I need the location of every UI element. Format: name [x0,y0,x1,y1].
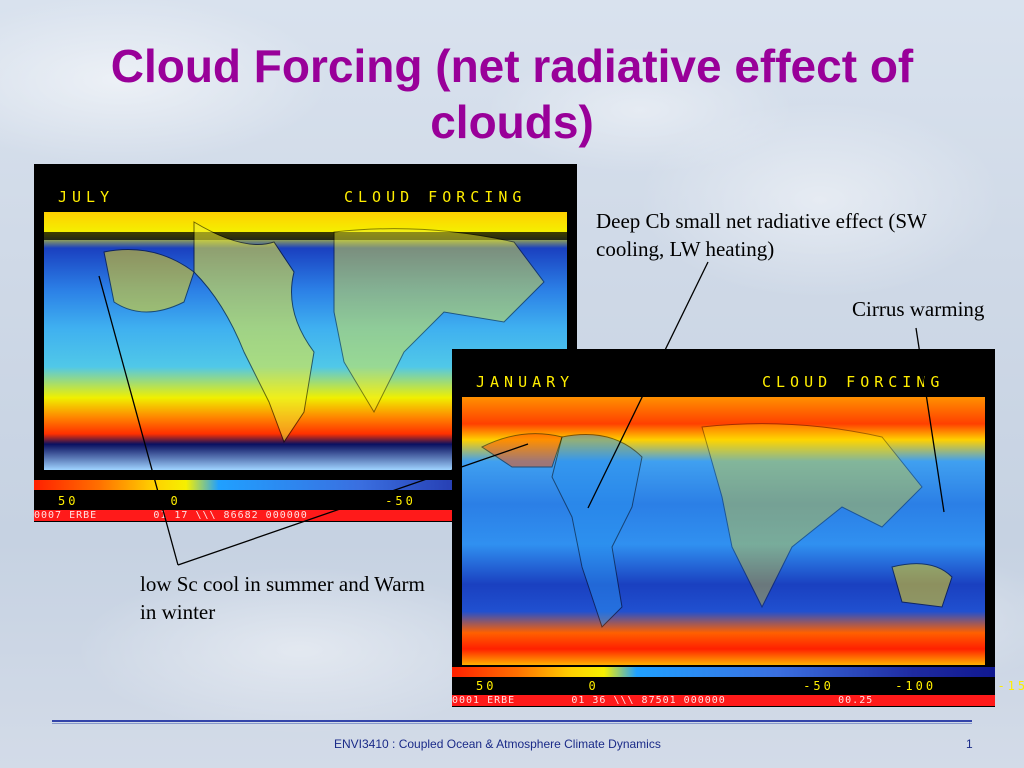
january-colorbar-ticks: 50 0 -50 -100 -150 [476,679,1024,693]
january-info-strip: 0001 ERBE 01 36 \\\ 87501 000000 00.25 [452,695,995,706]
january-month-label: JANUARY [476,373,575,391]
january-map-panel: JANUARY CLOUD FORCING [452,349,1024,707]
july-forcing-label: CLOUD FORCING [344,188,527,206]
july-month-label: JULY [58,188,115,206]
deep-cb-annotation: Deep Cb small net radiative effect (SW c… [596,209,927,261]
slide-title: Cloud Forcing (net radiative effect of c… [110,40,914,148]
july-colorbar [34,480,577,490]
cirrus-annotation: Cirrus warming [852,297,985,321]
footer-page-number: 1 [966,737,973,751]
footer-rule-secondary [52,723,972,724]
july-info-strip: 0007 ERBE 01 17 \\\ 86682 000000 [34,510,577,521]
january-world-map [462,397,985,665]
footer-rule [52,720,972,722]
low-sc-annotation: low Sc cool in summer and Warm in winter [140,572,425,624]
january-forcing-label: CLOUD FORCING [762,373,945,391]
footer-course-text: ENVI3410 : Coupled Ocean & Atmosphere Cl… [334,737,661,751]
january-colorbar [452,667,995,677]
